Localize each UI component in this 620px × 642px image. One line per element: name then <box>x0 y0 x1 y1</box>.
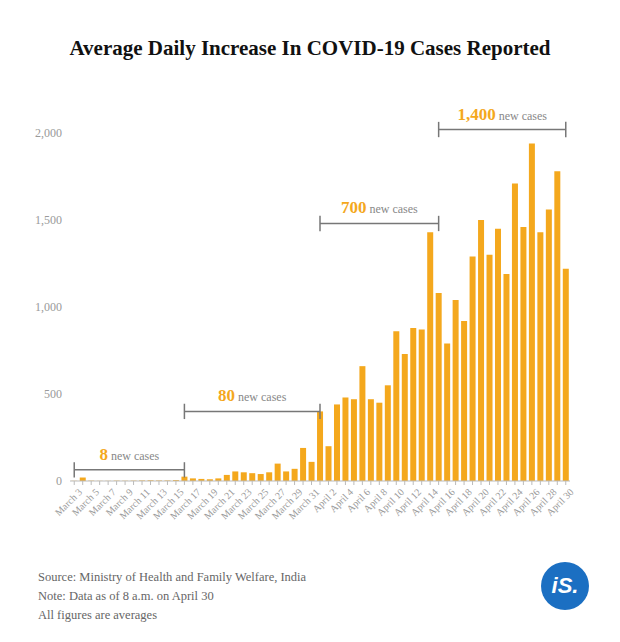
svg-text:April 18: April 18 <box>442 486 474 518</box>
html-text:Note: Data as of 8 a.m. on Apr: Note: Data as of 8 a.m. on April 30 <box>38 589 214 603</box>
svg-text:March 11: March 11 <box>117 486 152 522</box>
svg-text:1,000: 1,000 <box>35 300 62 314</box>
svg-text:700 new cases: 700 new cases <box>341 198 418 217</box>
svg-text:April 14: April 14 <box>408 486 441 518</box>
html-text:All figures are averages: All figures are averages <box>38 608 157 622</box>
html-text:Source: Ministry of Health and: Source: Ministry of Health and Family We… <box>38 570 307 584</box>
svg-text:April 4: April 4 <box>327 486 356 515</box>
svg-text:April 6: April 6 <box>344 486 373 515</box>
svg-text:March 5: March 5 <box>69 486 102 518</box>
svg-text:March 17: March 17 <box>167 486 203 522</box>
svg-text:500: 500 <box>44 387 62 401</box>
svg-text:80 new cases: 80 new cases <box>218 386 287 405</box>
svg-text:March 29: March 29 <box>269 486 305 522</box>
svg-text:April 30: April 30 <box>544 486 576 518</box>
svg-text:April 16: April 16 <box>425 486 457 518</box>
svg-text:March 7: March 7 <box>86 486 118 518</box>
svg-text:April 8: April 8 <box>361 486 390 515</box>
svg-text:8 new cases: 8 new cases <box>99 445 159 464</box>
svg-text:2,000: 2,000 <box>35 126 62 140</box>
svg-text:March 31: March 31 <box>286 486 322 522</box>
svg-text:March 23: March 23 <box>218 486 254 522</box>
svg-text:April 10: April 10 <box>374 486 407 518</box>
svg-text:1,500: 1,500 <box>35 213 62 227</box>
html-text:iS.: iS. <box>551 573 579 598</box>
html-text:Average Daily Increase In COVI: Average Daily Increase In COVID-19 Cases… <box>69 36 551 60</box>
svg-text:April 26: April 26 <box>510 486 542 518</box>
svg-text:March 27: March 27 <box>252 486 288 522</box>
svg-text:1,400 new cases: 1,400 new cases <box>457 105 547 124</box>
svg-text:April 22: April 22 <box>476 486 508 518</box>
svg-text:March 21: March 21 <box>201 486 237 522</box>
svg-text:April 12: April 12 <box>391 486 424 518</box>
svg-text:March 3: March 3 <box>52 486 85 518</box>
svg-text:March 13: March 13 <box>133 486 169 522</box>
svg-text:April 28: April 28 <box>527 486 559 518</box>
svg-text:March 9: March 9 <box>103 486 135 518</box>
svg-text:0: 0 <box>56 474 62 488</box>
svg-text:April 24: April 24 <box>493 486 525 518</box>
svg-text:March 15: March 15 <box>150 486 186 522</box>
svg-text:April 2: April 2 <box>310 486 339 515</box>
svg-text:March 25: March 25 <box>235 486 271 522</box>
svg-text:March 19: March 19 <box>184 486 220 522</box>
svg-text:April 20: April 20 <box>459 486 491 518</box>
